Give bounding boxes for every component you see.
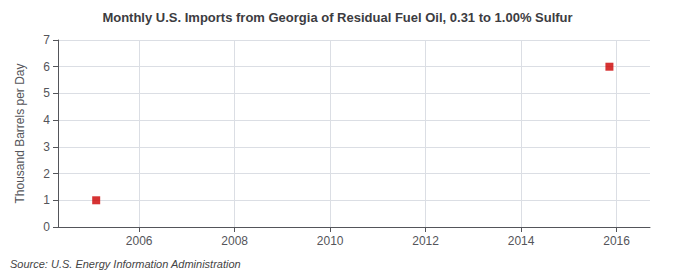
- svg-text:2006: 2006: [126, 234, 153, 248]
- svg-text:5: 5: [43, 86, 50, 100]
- svg-text:6: 6: [43, 60, 50, 74]
- svg-text:2: 2: [43, 167, 50, 181]
- svg-text:0: 0: [43, 220, 50, 234]
- svg-text:Monthly U.S. Imports from Geor: Monthly U.S. Imports from Georgia of Res…: [102, 10, 572, 25]
- svg-text:2014: 2014: [508, 234, 535, 248]
- svg-text:4: 4: [43, 113, 50, 127]
- svg-text:2016: 2016: [603, 234, 630, 248]
- svg-text:2012: 2012: [412, 234, 439, 248]
- svg-text:7: 7: [43, 33, 50, 47]
- svg-text:Thousand Barrels per Day: Thousand Barrels per Day: [13, 63, 27, 203]
- svg-text:3: 3: [43, 140, 50, 154]
- svg-text:2008: 2008: [221, 234, 248, 248]
- svg-text:2010: 2010: [317, 234, 344, 248]
- svg-text:Source: U.S. Energy Informatio: Source: U.S. Energy Information Administ…: [10, 258, 241, 270]
- svg-text:1: 1: [43, 193, 50, 207]
